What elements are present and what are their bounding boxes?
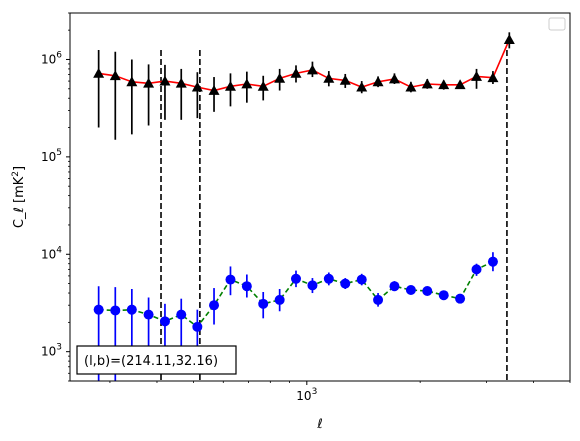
triangle-marker	[454, 79, 466, 90]
y-tick-label: 106	[41, 50, 62, 66]
circle-marker	[143, 309, 154, 320]
triangle-marker	[159, 75, 171, 86]
annotation-frame	[76, 345, 237, 375]
y-tick-label: 103	[41, 343, 62, 359]
series-group	[93, 32, 515, 381]
y-tick-label: 104	[41, 245, 62, 261]
triangle-marker	[208, 85, 220, 95]
triangle-marker	[471, 70, 483, 81]
triangle-marker	[224, 80, 236, 91]
legend-frame	[548, 17, 566, 31]
circle-marker	[258, 298, 269, 309]
circle-marker	[93, 304, 104, 315]
triangle-marker	[191, 81, 203, 92]
triangle-marker	[257, 80, 269, 91]
triangle-marker	[93, 67, 105, 78]
circle-marker	[487, 256, 498, 267]
triangle-marker	[175, 77, 187, 88]
triangle-marker	[323, 72, 335, 83]
circle-marker	[438, 290, 449, 301]
circle-marker	[307, 280, 318, 291]
circle-marker	[389, 281, 400, 292]
triangle-marker	[143, 77, 155, 88]
triangle-marker	[306, 64, 318, 75]
y-axis-label: C_ℓ [mK2]	[11, 166, 27, 228]
circle-marker	[422, 285, 433, 296]
triangle-marker	[274, 72, 286, 83]
triangle-marker	[109, 70, 121, 81]
triangle-marker	[487, 72, 499, 83]
circle-marker	[225, 274, 236, 285]
x-axis-label: ℓ	[316, 417, 322, 432]
circle-marker	[110, 305, 121, 316]
circle-marker	[290, 273, 301, 284]
triangle-marker	[438, 79, 450, 90]
circle-marker	[340, 278, 351, 289]
triangle-marker	[388, 73, 400, 84]
axes: 103 104 105 106 103 ℓ C_ℓ [mK2]	[11, 12, 571, 432]
annotation-box: (l,b)=(214.11,32.16)	[76, 345, 237, 375]
y-axis-label-bracket: ]	[12, 166, 27, 171]
circle-marker	[176, 309, 187, 320]
plot-background	[70, 13, 570, 381]
triangle-marker	[241, 78, 253, 89]
triangle-marker	[356, 81, 368, 92]
triangle-marker	[290, 67, 302, 78]
triangle-marker	[372, 76, 384, 87]
circle-marker	[356, 274, 367, 285]
series-2	[93, 252, 498, 381]
triangle-marker	[503, 34, 515, 44]
plot-frame	[69, 12, 571, 382]
circle-marker	[241, 281, 252, 292]
triangle-marker	[421, 78, 433, 89]
circle-marker	[159, 316, 170, 327]
circle-marker	[455, 293, 466, 304]
circle-marker	[209, 300, 220, 311]
circle-marker	[471, 264, 482, 275]
circle-marker	[126, 304, 137, 315]
circle-marker	[323, 273, 334, 284]
annotation-text: (l,b)=(214.11,32.16)	[84, 354, 218, 369]
y-axis-label-exponent: 2	[11, 171, 21, 177]
triangle-marker	[405, 81, 417, 92]
triangle-marker	[126, 76, 138, 87]
series-1	[93, 32, 515, 140]
circle-marker	[192, 321, 203, 332]
plot-area	[70, 13, 570, 381]
y-tick-label: 105	[41, 148, 62, 164]
triangle-marker	[339, 74, 351, 85]
circle-marker	[274, 294, 285, 305]
legend-box	[548, 17, 566, 31]
circle-marker	[405, 284, 416, 295]
x-tick-label: 103	[296, 387, 317, 403]
circle-marker	[373, 294, 384, 305]
